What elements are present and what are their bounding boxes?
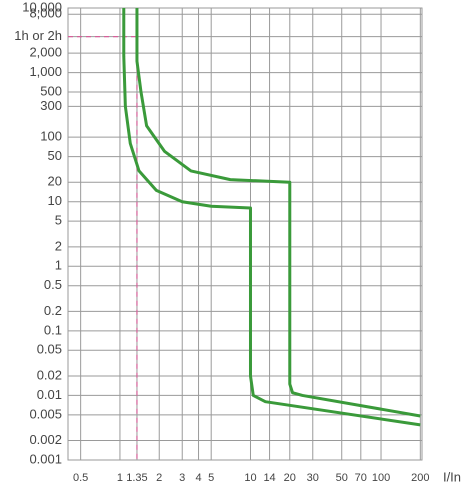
y-tick-label: 1,000 [29, 64, 62, 79]
y-tick-label: 0.1 [44, 322, 62, 337]
y-tick-label: 10,000 [22, 0, 62, 14]
y-tick-label: 10 [48, 193, 62, 208]
x-tick-label: 1 [117, 472, 123, 484]
x-tick-label: 1.35 [126, 472, 147, 484]
y-tick-label: 0.2 [44, 303, 62, 318]
y-tick-label: 0.01 [37, 387, 62, 402]
x-tick-label: 50 [336, 472, 348, 484]
x-tick-label: 3 [179, 472, 185, 484]
x-tick-label: 14 [263, 472, 275, 484]
x-tick-label: 20 [284, 472, 296, 484]
x-tick-label: 30 [307, 472, 319, 484]
x-tick-label: 5 [208, 472, 214, 484]
x-axis-label: I/In [443, 469, 461, 484]
y-tick-label: 1 [55, 258, 62, 273]
y-tick-label: 0.005 [29, 406, 62, 421]
y-tick-label: 1h or 2h [14, 28, 62, 43]
y-tick-label: 50 [48, 148, 62, 163]
x-tick-label: 4 [195, 472, 201, 484]
x-tick-label: 10 [244, 472, 256, 484]
curve [122, 8, 421, 427]
y-tick-label: 0.02 [37, 367, 62, 382]
x-tick-label: 70 [355, 472, 367, 484]
y-tick-label: 0.002 [29, 432, 62, 447]
x-tick-label: 200 [411, 472, 429, 484]
y-tick-label: 2 [55, 238, 62, 253]
reference-line [68, 36, 138, 460]
x-tick-label: 100 [372, 472, 390, 484]
curve [135, 8, 421, 418]
y-tick-label: 0.5 [44, 277, 62, 292]
x-tick-label: 2 [156, 472, 162, 484]
y-tick-label: 20 [48, 174, 62, 189]
plot-frame [67, 7, 423, 461]
y-tick-label: 2,000 [29, 45, 62, 60]
y-tick-label: 5 [55, 213, 62, 228]
y-tick-label: 500 [40, 83, 62, 98]
y-tick-label: 8,000 [29, 6, 62, 21]
y-tick-label: 0.05 [37, 342, 62, 357]
y-tick-label: 0.001 [29, 451, 62, 466]
x-tick-label: 0.5 [73, 472, 88, 484]
y-tick-label: 100 [40, 129, 62, 144]
y-tick-label: 300 [40, 98, 62, 113]
